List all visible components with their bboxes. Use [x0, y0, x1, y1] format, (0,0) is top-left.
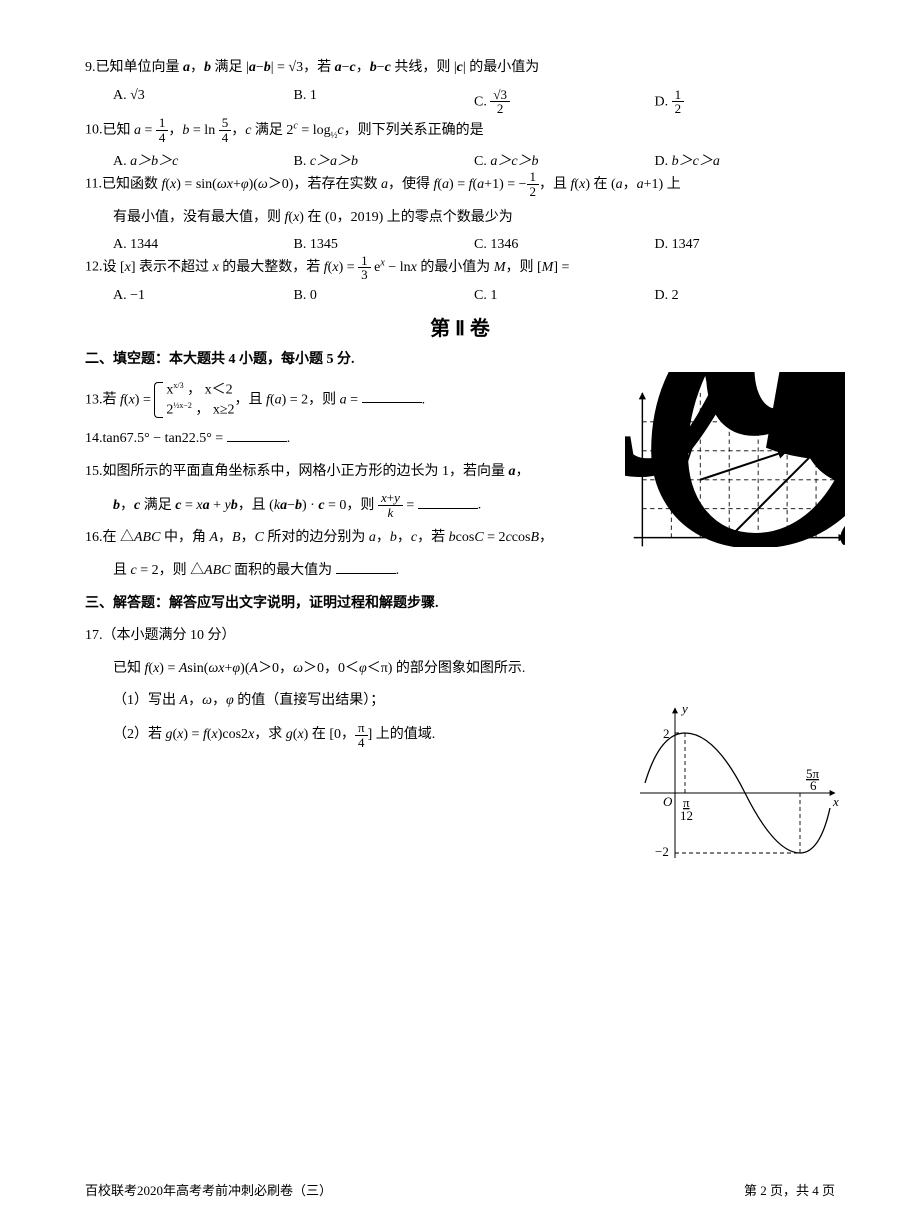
- q11-options: A. 1344 B. 1345 C. 1346 D. 1347: [113, 237, 835, 253]
- q11-stem-l1: 11.已知函数 f(x) = sin(ωx+φ)(ω＞0)，若存在实数 a，使得…: [85, 170, 835, 198]
- svg-text:O: O: [663, 794, 673, 809]
- q15-l2: b，c 满足 c = xa + yb，且 (ka−b) · c = 0，则 x+…: [113, 491, 620, 519]
- q10-opt-b: B. c＞a＞b: [294, 150, 475, 170]
- section-2-title: 二、填空题：本大题共 4 小题，每小题 5 分.: [85, 347, 835, 374]
- section-2-header: 第 Ⅱ 卷: [85, 312, 835, 341]
- q10-opt-a: A. a＞b＞c: [113, 150, 294, 170]
- svg-text:12: 12: [680, 808, 693, 823]
- q11-opt-c: C. 1346: [474, 237, 655, 253]
- q9-opt-b: B. 1: [294, 88, 475, 116]
- footer-left: 百校联考2020年高考考前冲刺必刷卷（三）: [85, 1180, 332, 1199]
- q10-opt-c: C. a＞c＞b: [474, 150, 655, 170]
- q11-opt-d: D. 1347: [655, 237, 836, 253]
- q10-options: A. a＞b＞c B. c＞a＞b C. a＞c＞b D. b＞c＞a: [113, 150, 835, 170]
- q15-l1: 15.如图所示的平面直角坐标系中，网格小正方形的边长为 1，若向量 a，: [85, 459, 620, 486]
- sine-figure: 2 −2 O x y π 12 5π 6: [630, 698, 845, 868]
- svg-text:c: c: [796, 372, 845, 547]
- q13-blank: [362, 388, 422, 403]
- svg-text:6: 6: [810, 778, 817, 793]
- q11-stem-l2: 有最小值，没有最大值，则 f(x) 在 (0，2019) 上的零点个数最少为: [113, 205, 835, 232]
- q17-l2: （1）写出 A，ω，φ 的值（直接写出结果）；: [113, 688, 645, 715]
- q12-opt-d: D. 2: [655, 288, 836, 304]
- page-content: 9.已知单位向量 a，b 满足 |a−b| = √3，若 a−c，b−c 共线，…: [85, 55, 835, 755]
- q12-opt-b: B. 0: [294, 288, 475, 304]
- q16-blank: [336, 559, 396, 574]
- q9-opt-d: D. 12: [655, 88, 836, 116]
- q11-opt-a: A. 1344: [113, 237, 294, 253]
- q12-opt-c: C. 1: [474, 288, 655, 304]
- q14: 14.tan67.5° − tan22.5° = .: [85, 426, 620, 453]
- q12-stem: 12.设 [x] 表示不超过 x 的最大整数，若 f(x) = 13 ex − …: [85, 253, 835, 282]
- q17-l1: 已知 f(x) = Asin(ωx+φ)(A＞0，ω＞0，0＜φ＜π) 的部分图…: [113, 656, 645, 683]
- q9-stem: 9.已知单位向量 a，b 满足 |a−b| = √3，若 a−c，b−c 共线，…: [85, 55, 835, 82]
- q10-opt-d: D. b＞c＞a: [655, 150, 836, 170]
- section-3-title: 三、解答题：解答应写出文字说明，证明过程和解题步骤.: [85, 591, 835, 618]
- footer-right: 第 2 页，共 4 页: [744, 1180, 835, 1199]
- q9-opt-c: C. √32: [474, 88, 655, 116]
- q13: 13.若 f(x) = xx/3 ， x＜2 2½x−2 ， x≥2 ，且 f(…: [85, 380, 620, 421]
- q16-l2: 且 c = 2，则 △ABC 面积的最大值为 .: [113, 558, 620, 585]
- q9-opt-a: A. √3: [113, 88, 294, 116]
- svg-text:−2: −2: [655, 844, 669, 859]
- q12-opt-a: A. −1: [113, 288, 294, 304]
- q9-options: A. √3 B. 1 C. √32 D. 12: [113, 88, 835, 116]
- q17-l0: 17.（本小题满分 10 分）: [85, 623, 645, 650]
- q15-blank: [418, 494, 478, 509]
- q14-blank: [227, 427, 287, 442]
- page-footer: 百校联考2020年高考考前冲刺必刷卷（三） 第 2 页，共 4 页: [85, 1180, 835, 1199]
- q16-l1: 16.在 △ABC 中，角 A，B，C 所对的边分别为 a，b，c，若 bcos…: [85, 525, 620, 552]
- q17-l3: （2）若 g(x) = f(x)cos2x，求 g(x) 在 [0，π4] 上的…: [113, 721, 645, 749]
- q12-options: A. −1 B. 0 C. 1 D. 2: [113, 288, 835, 304]
- vector-grid-figure: O x y a b c: [625, 372, 845, 547]
- q11-opt-b: B. 1345: [294, 237, 475, 253]
- q10-stem: 10.已知 a = 14，b = ln 54，c 满足 2c = log½c，则…: [85, 116, 835, 145]
- svg-text:y: y: [680, 701, 688, 716]
- svg-text:2: 2: [663, 726, 670, 741]
- svg-text:x: x: [832, 794, 839, 809]
